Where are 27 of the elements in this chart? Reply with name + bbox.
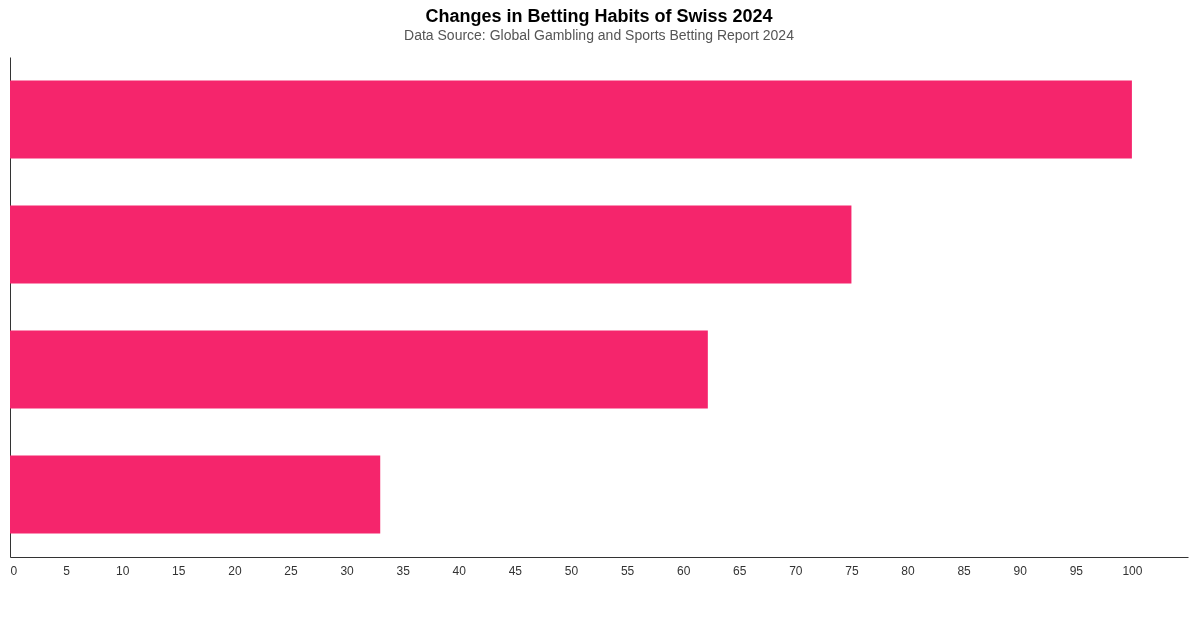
x-tick-label: 60	[676, 563, 691, 578]
x-tick-label: 85	[957, 563, 972, 578]
x-tick-label: 95	[1069, 563, 1084, 578]
x-tick-label: 5	[63, 563, 71, 578]
chart-subtitle: Data Source: Global Gambling and Sports Betting Report 2024	[404, 27, 795, 43]
x-tick-label: 50	[564, 563, 579, 578]
bar	[10, 80, 1132, 159]
x-tick-label: 80	[901, 563, 916, 578]
x-tick-label: 40	[452, 563, 467, 578]
bar	[10, 455, 381, 534]
bar	[10, 205, 852, 284]
x-tick-label: 70	[789, 563, 803, 578]
x-tick-label: 90	[1013, 563, 1028, 578]
x-tick-label: 30	[340, 563, 355, 578]
x-tick-label: 100	[1122, 563, 1143, 578]
x-tick-label: 35	[396, 563, 411, 578]
x-tick-label: 65	[733, 563, 747, 578]
chart-title: Changes in Betting Habits of Swiss 2024	[425, 6, 773, 26]
x-tick-label: 0	[10, 563, 18, 578]
x-tick-label: 75	[845, 563, 859, 578]
x-tick-label: 15	[172, 563, 186, 578]
x-tick-label: 55	[620, 563, 635, 578]
bar	[10, 330, 708, 409]
x-tick-label: 10	[116, 563, 130, 578]
x-tick-label: 20	[228, 563, 242, 578]
x-tick-label: 25	[284, 563, 298, 578]
x-tick-label: 45	[508, 563, 523, 578]
